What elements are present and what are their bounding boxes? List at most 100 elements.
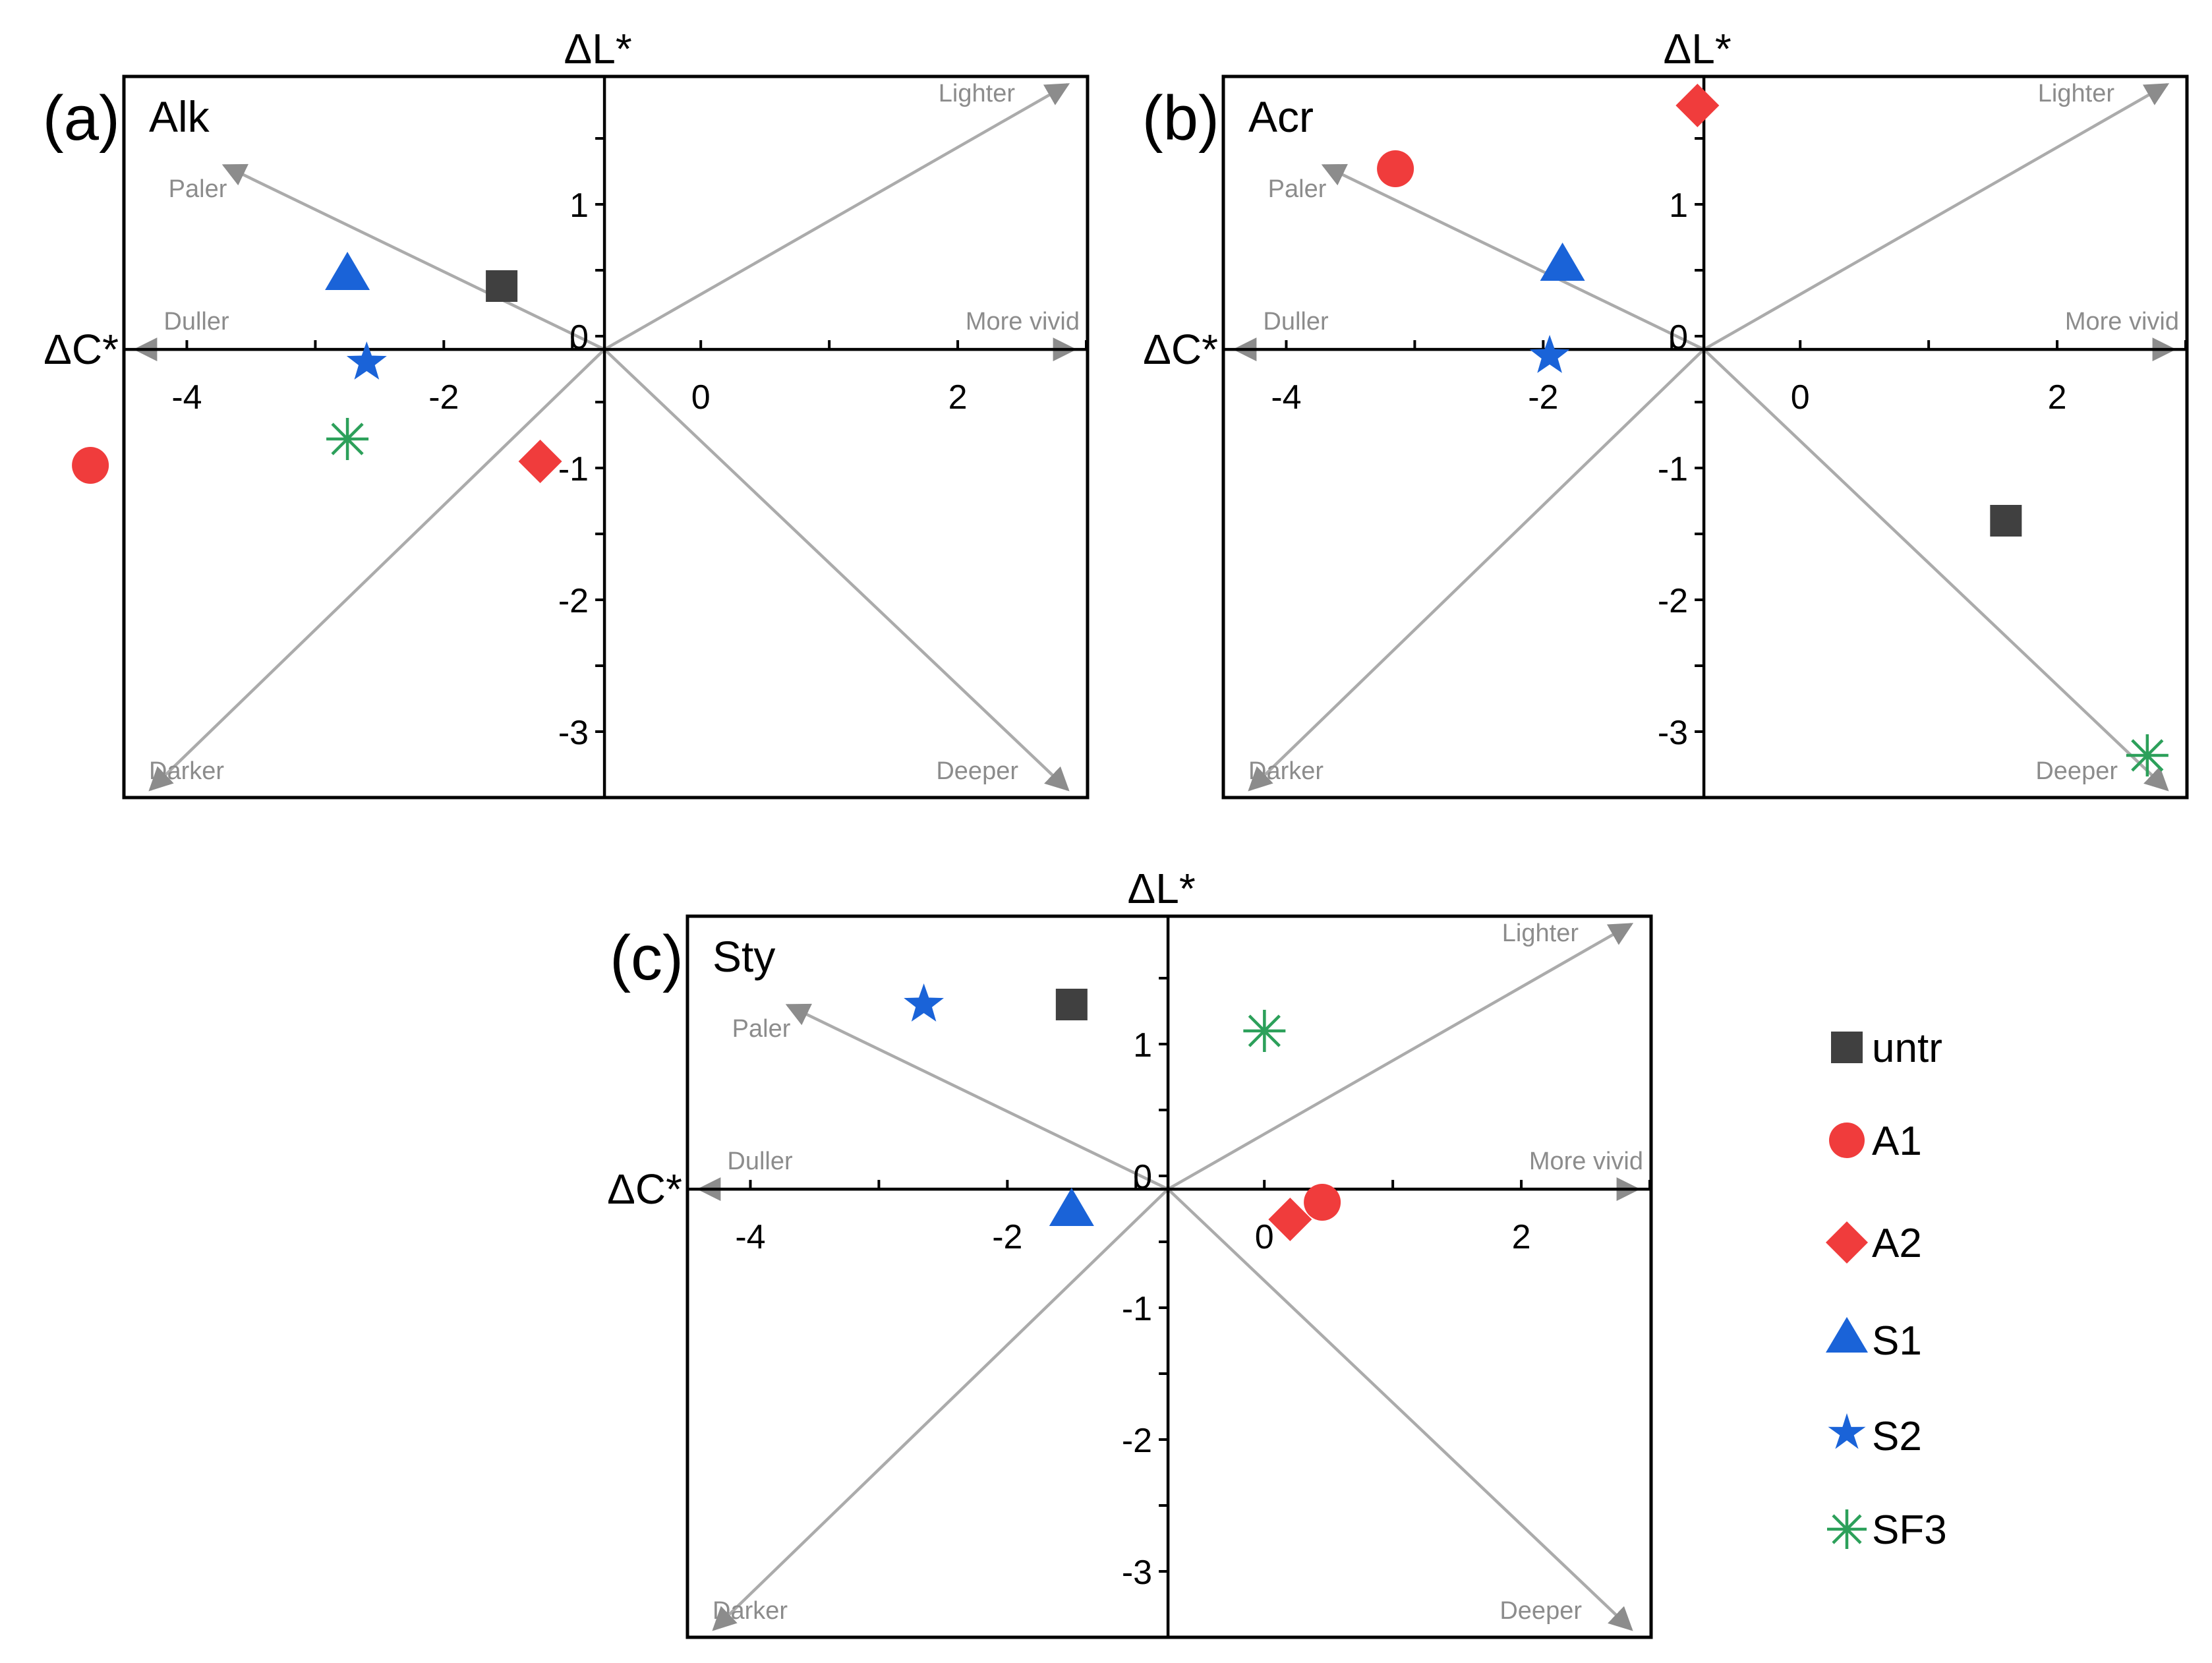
y-tick-label: 1	[1669, 187, 1688, 225]
point-untr	[1055, 989, 1088, 1020]
direction-label-duller: Duller	[163, 308, 229, 336]
legend-marker-a2	[1826, 1221, 1868, 1264]
x-tick-label: -2	[992, 1218, 1022, 1256]
direction-label-duller: Duller	[727, 1148, 793, 1175]
direction-label-lighter: Lighter	[939, 80, 1016, 107]
direction-label-paler: Paler	[732, 1015, 791, 1043]
x-tick-label: 2	[2048, 378, 2067, 417]
legend-entry-s2: S2	[1828, 1413, 1922, 1459]
x-tick-label: -4	[1271, 378, 1301, 417]
point-s1	[1540, 243, 1585, 281]
legend-entry-untr: untr	[1831, 1026, 1942, 1071]
y-axis-title: ΔL*	[564, 25, 631, 73]
direction-label-deeper: Deeper	[2035, 757, 2118, 785]
x-tick-label: -4	[171, 378, 202, 417]
direction-arrow-lighter	[1703, 83, 2170, 351]
point-s2	[904, 983, 944, 1022]
point-a2	[1268, 1198, 1312, 1241]
panel-title: Acr	[1248, 92, 1314, 141]
direction-label-duller: Duller	[1263, 308, 1329, 336]
legend-marker-sf3	[1827, 1509, 1867, 1549]
legend-entry-sf3: SF3	[1827, 1507, 1947, 1553]
direction-label-paler: Paler	[169, 175, 227, 203]
legend-label-a1: A1	[1872, 1119, 1922, 1164]
direction-label-deeper: Deeper	[936, 757, 1018, 785]
y-tick-label: 0	[569, 318, 589, 357]
y-tick-label: 0	[1669, 318, 1688, 357]
panel-title: Sty	[713, 932, 775, 981]
point-s1	[1049, 1188, 1094, 1226]
direction-arrow-darker	[712, 1188, 1169, 1631]
legend-entry-a2: A2	[1826, 1221, 1922, 1266]
point-sf3	[1243, 1010, 1286, 1052]
y-tick-label: 1	[1133, 1026, 1152, 1065]
legend-entry-s1: S1	[1826, 1317, 1922, 1364]
legend-label-s1: S1	[1872, 1318, 1922, 1364]
direction-arrow-paler	[221, 163, 606, 351]
point-a2	[1675, 84, 1720, 127]
point-a1	[1377, 150, 1414, 187]
panel-id: (b)	[1142, 83, 1219, 154]
direction-arrow-lighter	[1167, 923, 1634, 1191]
point-a1	[72, 447, 109, 484]
x-tick-label: -2	[1528, 378, 1558, 417]
direction-label-more-vivid: More vivid	[966, 308, 1080, 336]
point-untr	[486, 270, 518, 302]
direction-arrow-paler	[785, 1003, 1169, 1191]
y-axis-title: ΔL*	[1127, 865, 1195, 912]
x-axis-title: ΔC*	[44, 326, 119, 373]
direction-label-darker: Darker	[713, 1597, 788, 1625]
x-axis-title: ΔC*	[607, 1165, 682, 1213]
legend-label-untr: untr	[1872, 1026, 1942, 1071]
direction-arrow-deeper	[1703, 348, 2169, 792]
direction-label-more-vivid: More vivid	[1529, 1148, 1643, 1175]
y-tick-label: -2	[1122, 1422, 1152, 1460]
direction-label-darker: Darker	[149, 757, 224, 785]
legend-marker-a1	[1829, 1123, 1865, 1158]
legend-marker-s2	[1828, 1413, 1866, 1449]
y-tick-label: -1	[1658, 450, 1688, 488]
y-tick-label: 1	[569, 187, 589, 225]
panel-title: Alk	[149, 92, 210, 141]
x-tick-label: 2	[1512, 1218, 1531, 1256]
y-tick-label: -1	[558, 450, 589, 488]
direction-arrow-lighter	[603, 83, 1070, 351]
y-tick-label: -2	[558, 582, 589, 620]
x-tick-label: 0	[1791, 378, 1810, 417]
direction-label-darker: Darker	[1248, 757, 1324, 785]
panel-c: Lighter Paler Duller More vivid Darker Deeper…	[607, 865, 1653, 1639]
legend-label-sf3: SF3	[1872, 1507, 1947, 1553]
x-tick-label: -2	[428, 378, 459, 417]
x-tick-label: 0	[1255, 1218, 1274, 1256]
y-tick-label: -3	[558, 714, 589, 752]
point-s2	[1529, 335, 1570, 373]
direction-label-lighter: Lighter	[2038, 80, 2115, 107]
panel-b: Lighter Paler Duller More vivid Darker Deeper…	[1142, 25, 2189, 800]
legend-label-s2: S2	[1872, 1414, 1922, 1459]
direction-label-lighter: Lighter	[1502, 919, 1579, 947]
legend-label-a2: A2	[1872, 1221, 1922, 1266]
direction-arrow-deeper	[603, 348, 1070, 792]
legend: untr A1 A2 S1 S2 SF3	[1826, 1026, 1947, 1553]
x-axis-title: ΔC*	[1143, 326, 1218, 373]
x-tick-label: -4	[735, 1218, 765, 1256]
point-s1	[325, 252, 370, 290]
direction-arrow-darker	[148, 348, 606, 792]
x-tick-label: 0	[691, 378, 711, 417]
point-a1	[1304, 1184, 1341, 1221]
direction-arrow-deeper	[1167, 1188, 1633, 1631]
point-sf3	[2126, 734, 2168, 776]
y-tick-label: -1	[1122, 1290, 1152, 1328]
panel-id: (c)	[610, 923, 684, 993]
direction-arrow-paler	[1321, 163, 1705, 351]
x-tick-label: 2	[948, 378, 968, 417]
direction-label-paler: Paler	[1268, 175, 1327, 203]
legend-marker-s1	[1826, 1317, 1868, 1353]
y-tick-label: -3	[1658, 714, 1688, 752]
y-tick-label: -2	[1658, 582, 1688, 620]
point-untr	[1990, 505, 2022, 537]
panel-id: (a)	[43, 83, 120, 154]
direction-label-deeper: Deeper	[1499, 1597, 1582, 1625]
point-a2	[518, 440, 562, 483]
